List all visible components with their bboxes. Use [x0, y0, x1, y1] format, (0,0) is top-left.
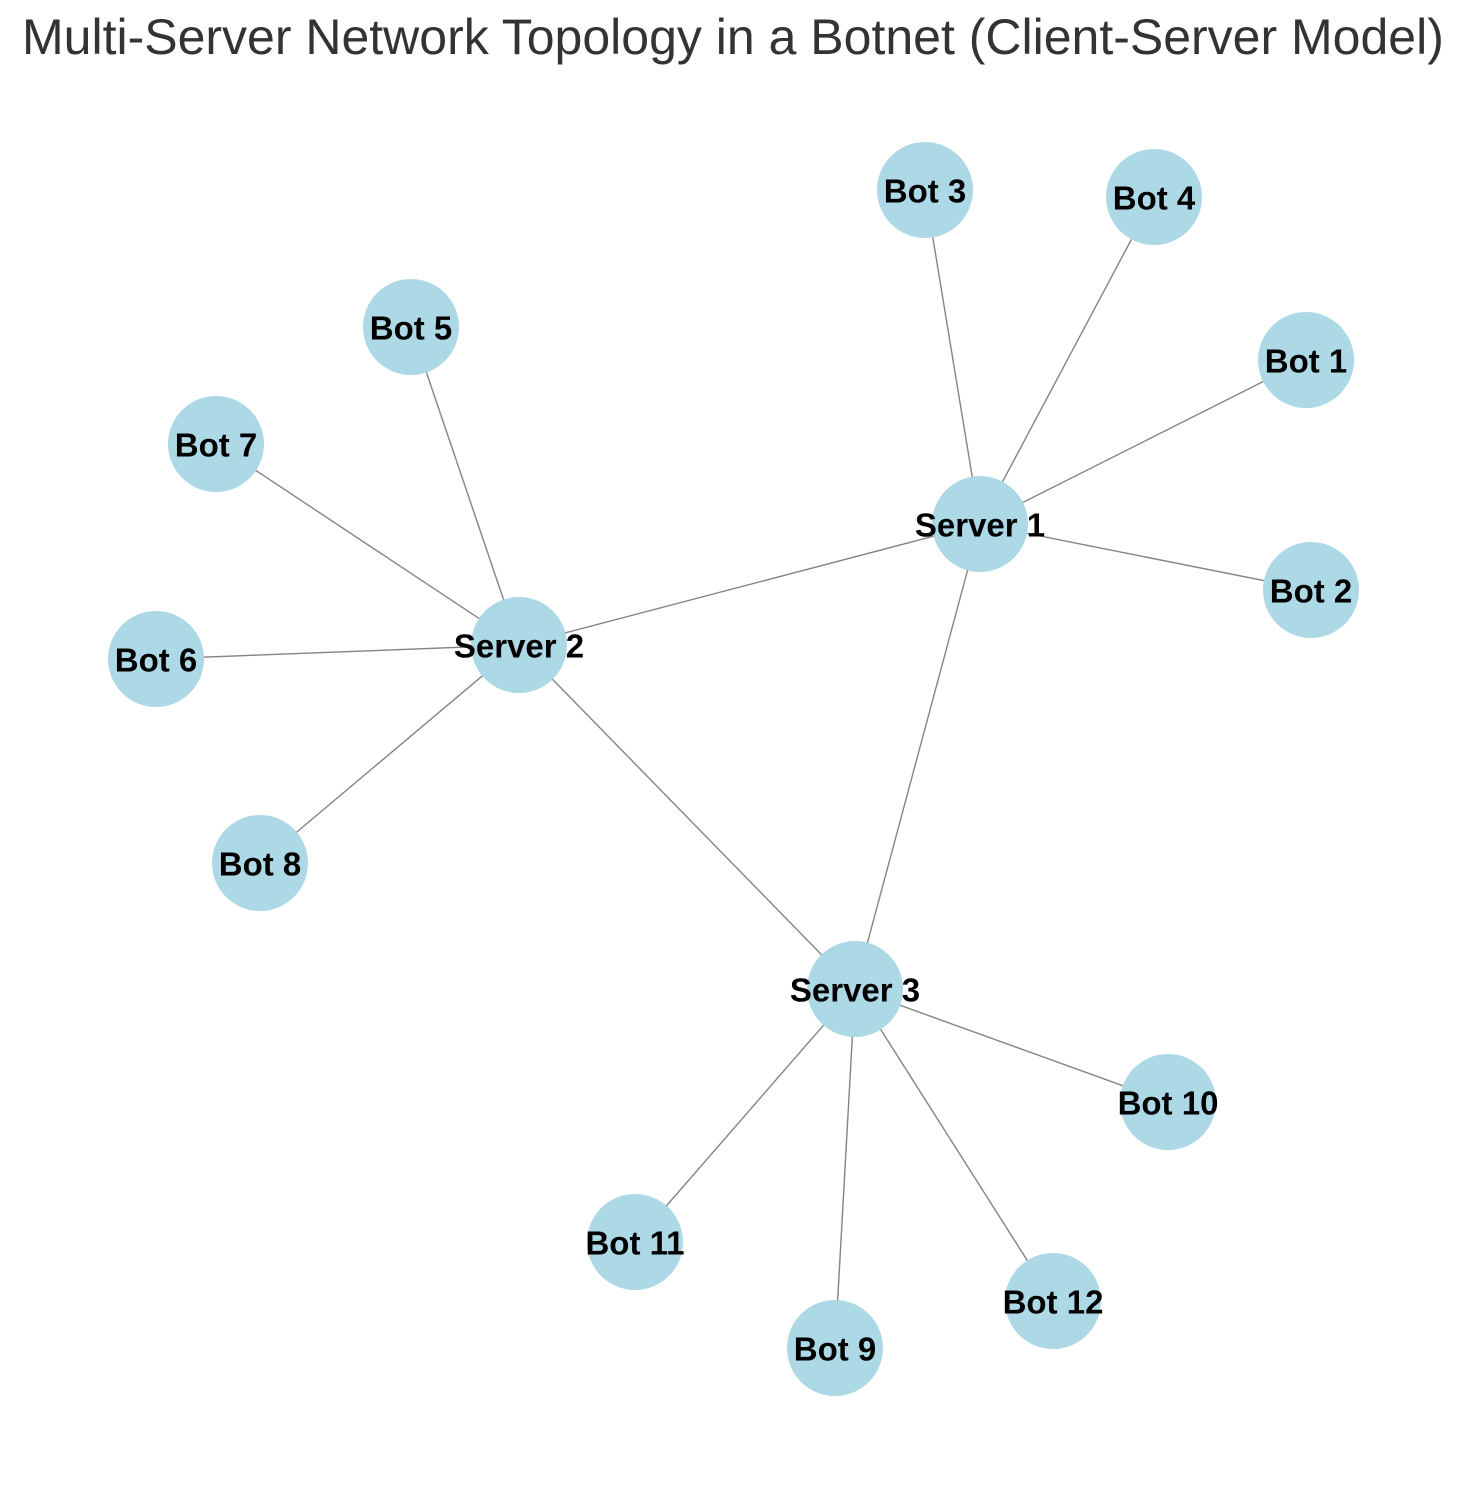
svg-text:Bot 3: Bot 3	[884, 173, 967, 210]
svg-text:Server 2: Server 2	[454, 628, 584, 665]
svg-text:Server 1: Server 1	[915, 507, 1045, 544]
svg-text:Bot 11: Bot 11	[585, 1225, 684, 1262]
svg-text:Bot 5: Bot 5	[370, 310, 453, 347]
svg-text:Bot 4: Bot 4	[1113, 180, 1196, 217]
svg-text:Bot 7: Bot 7	[175, 427, 258, 464]
svg-text:Bot 9: Bot 9	[794, 1331, 877, 1368]
svg-text:Bot 12: Bot 12	[1003, 1284, 1104, 1321]
svg-text:Server 3: Server 3	[790, 972, 920, 1009]
svg-text:Bot 2: Bot 2	[1270, 573, 1353, 610]
svg-text:Bot 8: Bot 8	[219, 846, 302, 883]
svg-text:Bot 10: Bot 10	[1118, 1085, 1219, 1122]
svg-text:Bot 6: Bot 6	[115, 642, 198, 679]
svg-text:Bot 1: Bot 1	[1265, 343, 1348, 380]
